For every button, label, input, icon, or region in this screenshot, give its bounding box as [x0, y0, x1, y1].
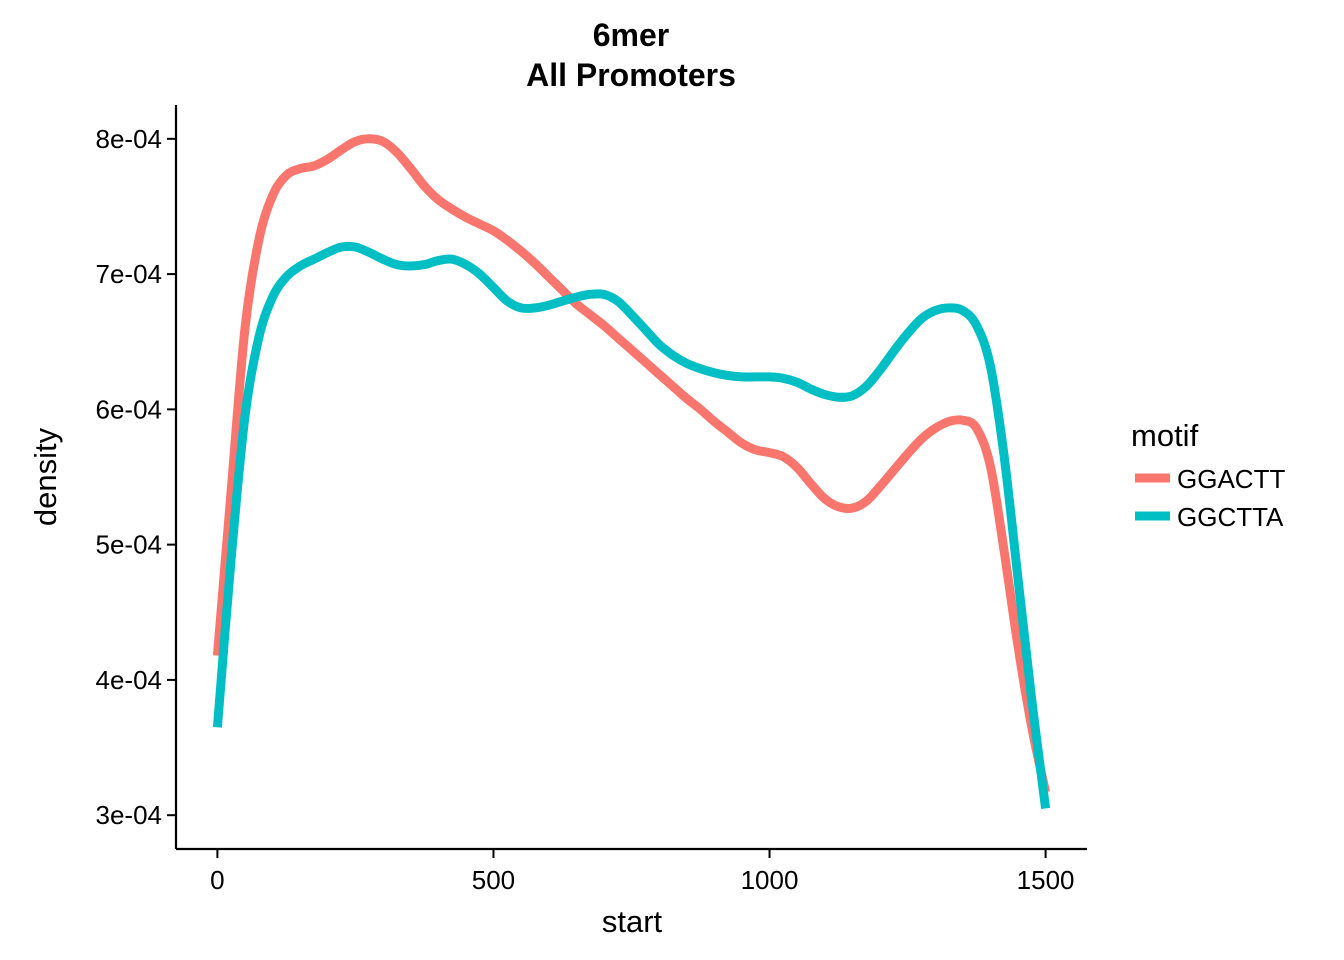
chart-title-line-2: All Promoters	[526, 57, 736, 93]
legend: motif GGACTT GGCTTA	[1131, 418, 1285, 532]
x-tick-label: 500	[472, 865, 515, 895]
x-tick-label: 1500	[1017, 865, 1075, 895]
x-ticks: 0 500 1000 1500	[210, 849, 1075, 895]
y-tick-label: 3e-04	[96, 800, 163, 830]
y-tick-label: 7e-04	[96, 259, 163, 289]
series-line-ggactt	[212, 134, 1051, 794]
y-tick-label: 4e-04	[96, 665, 163, 695]
chart-title-line-1: 6mer	[593, 17, 670, 53]
y-tick-label: 8e-04	[96, 124, 163, 154]
series-line-ggctta	[212, 241, 1051, 809]
x-axis-title: start	[602, 904, 663, 939]
legend-label-ggactt: GGACTT	[1177, 464, 1285, 494]
y-tick-label: 5e-04	[96, 530, 163, 560]
legend-title: motif	[1131, 418, 1199, 453]
y-tick-label: 6e-04	[96, 394, 163, 424]
chart-title: 6mer All Promoters	[526, 17, 736, 93]
x-tick-label: 0	[210, 865, 224, 895]
plot-lines	[212, 134, 1051, 809]
x-tick-label: 1000	[741, 865, 799, 895]
legend-label-ggctta: GGCTTA	[1177, 502, 1284, 532]
y-axis-title: density	[28, 427, 63, 526]
y-ticks: 3e-04 4e-04 5e-04 6e-04 7e-04 8e-04	[96, 124, 176, 830]
axes	[174, 105, 1087, 851]
